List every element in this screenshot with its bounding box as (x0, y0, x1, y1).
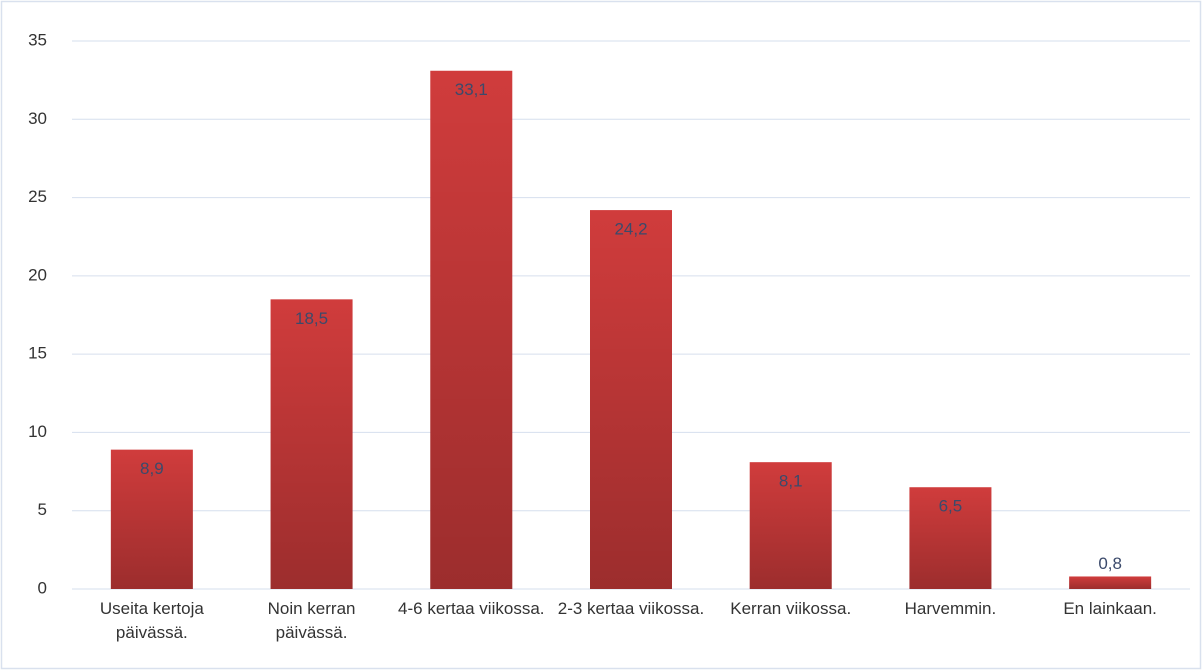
y-tick-label: 15 (28, 344, 47, 363)
y-tick-label: 30 (28, 109, 47, 128)
bar-shade (590, 210, 672, 589)
y-tick-label: 25 (28, 187, 47, 206)
data-label: 8,9 (140, 459, 164, 478)
data-label: 0,8 (1098, 554, 1122, 573)
data-label: 33,1 (455, 80, 488, 99)
x-tick-label: 2-3 kertaa viikossa. (557, 599, 705, 618)
data-label: 8,1 (779, 472, 803, 491)
bar-shade (749, 462, 832, 589)
x-tick-label: 4-6 kertaa viikossa. (398, 599, 545, 618)
bar-shade (270, 299, 353, 589)
y-tick-label: 10 (28, 422, 47, 441)
y-tick-label: 5 (38, 500, 47, 519)
y-tick-label: 20 (28, 265, 47, 284)
bar-shade (430, 70, 513, 589)
y-tick-label: 35 (28, 30, 47, 49)
x-tick-label: Kerran viikossa. (730, 599, 852, 618)
data-label: 18,5 (295, 309, 328, 328)
bar-shade (909, 487, 992, 589)
x-tick-label: Harvemmin. (904, 599, 997, 618)
bar-shade (110, 449, 193, 589)
bar-shade (1069, 576, 1152, 589)
y-tick-label: 0 (38, 578, 47, 597)
data-label: 24,2 (614, 220, 647, 239)
x-tick-label: En lainkaan. (1063, 599, 1157, 618)
data-label: 6,5 (939, 497, 963, 516)
x-tick-label: Noin kerran päivässä. (267, 599, 356, 642)
x-tick-label: Useita kertoja päivässä. (99, 599, 204, 642)
